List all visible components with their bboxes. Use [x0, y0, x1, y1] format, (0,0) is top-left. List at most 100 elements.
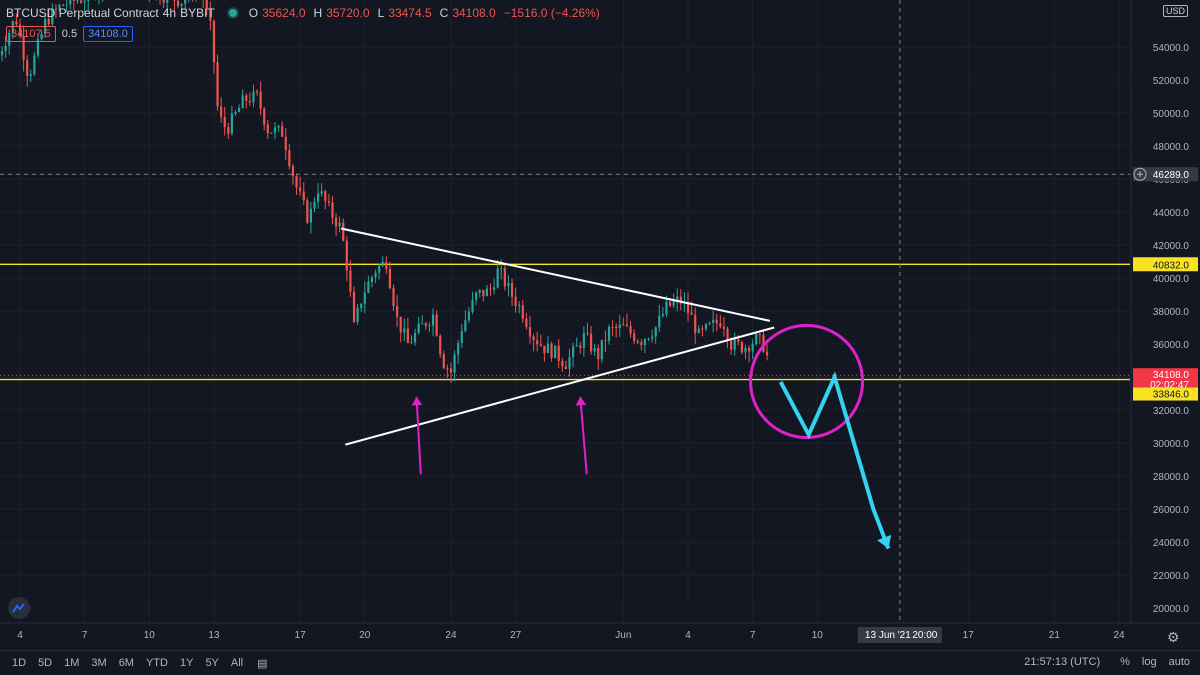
auto-toggle[interactable]: auto — [1168, 656, 1190, 668]
range-1y[interactable]: 1Y — [179, 657, 194, 669]
trendline — [345, 326, 775, 446]
range-6m[interactable]: 6M — [118, 657, 134, 669]
candle-body — [755, 333, 758, 344]
candle-body — [625, 324, 629, 326]
candle-body — [205, 0, 208, 10]
candle-body — [528, 326, 532, 337]
candle-body — [607, 326, 611, 341]
candle-body — [571, 346, 575, 358]
candle-body — [388, 268, 392, 289]
candle-body — [478, 289, 481, 293]
pink-arrow — [579, 396, 588, 475]
settings-gear-icon[interactable]: ⚙ — [1167, 629, 1180, 645]
price-chart[interactable]: 20000.0 22000.0 24000.0 26000.0 28000.0 30000… — [0, 0, 1200, 650]
time-axis[interactable]: 4 7 10 13 17 20 24 27 Jun 4 7 10 17 21 24 — [0, 622, 1200, 641]
candle-body — [730, 341, 733, 350]
candle-body — [399, 316, 402, 333]
candle-body — [65, 4, 68, 6]
utc-clock[interactable]: 21:57:13 (UTC) — [1024, 656, 1101, 668]
candle-body — [76, 0, 79, 2]
candle-body — [61, 4, 65, 6]
crosshair-price-label-bg — [1133, 167, 1198, 182]
candle-body — [8, 32, 11, 46]
candle-body — [306, 200, 309, 223]
candle-body — [252, 91, 255, 103]
buy-button[interactable]: 34108.0 — [83, 26, 133, 42]
candle-body — [575, 345, 578, 347]
y-tick-label: 38000.0 — [1153, 307, 1190, 318]
candle-body — [708, 323, 711, 325]
candle-body — [457, 342, 460, 355]
candle-body — [543, 345, 546, 354]
x-tick-label: 27 — [510, 630, 522, 641]
candle-body — [690, 312, 693, 315]
candle-body — [697, 328, 700, 333]
candle-body — [47, 18, 50, 25]
range-5y[interactable]: 5Y — [205, 657, 219, 669]
range-all[interactable]: All — [230, 657, 244, 669]
ohlc-open: 35624.0 — [262, 6, 306, 20]
candle-body — [69, 0, 72, 5]
candle-body — [510, 282, 514, 297]
y-tick-label: 40000.0 — [1153, 274, 1190, 285]
symbol-title[interactable]: BTCUSD Perpetual Contract — [6, 6, 159, 20]
crosshair-price-label: 46289.0 — [1153, 170, 1190, 181]
candle-body — [525, 318, 528, 327]
candle-body — [162, 0, 165, 3]
pink-arrow — [415, 396, 422, 475]
candle-body — [87, 0, 90, 1]
log-toggle[interactable]: log — [1141, 656, 1157, 668]
candle-body — [719, 323, 722, 327]
candle-body — [647, 338, 650, 340]
candle-body — [352, 291, 356, 323]
range-5d[interactable]: 5D — [38, 657, 53, 669]
candle-body — [263, 108, 266, 125]
range-3m[interactable]: 3M — [91, 657, 107, 669]
support-price-label: 33846.0 — [1153, 390, 1190, 401]
currency-badge[interactable]: USD — [1163, 5, 1189, 17]
candle-body — [633, 333, 636, 341]
candle-body — [611, 326, 614, 328]
candle-body — [176, 0, 180, 6]
x-tick-label: 7 — [750, 630, 756, 641]
candle-body — [496, 268, 499, 288]
crosshair-time-label: 20:00 — [912, 630, 937, 641]
candle-body — [360, 303, 363, 308]
y-tick-label: 54000.0 — [1153, 43, 1190, 54]
sell-button[interactable]: 34107.5 — [6, 26, 56, 42]
candle-body — [539, 344, 542, 346]
candle-body — [586, 333, 589, 335]
candle-body — [482, 289, 485, 297]
spread-value: 0.5 — [61, 28, 78, 40]
interval-label[interactable]: 4h — [162, 6, 177, 20]
candle-body — [489, 288, 492, 290]
candle-body — [615, 326, 618, 329]
candle-body — [550, 343, 553, 359]
logo-icon[interactable] — [8, 597, 30, 619]
candle-body — [593, 348, 596, 352]
trendline — [340, 227, 771, 322]
candle-body — [324, 191, 327, 202]
candle-body — [385, 261, 388, 269]
range-1m[interactable]: 1M — [64, 657, 80, 669]
candle-body — [403, 328, 406, 333]
x-tick-label: 20 — [359, 630, 371, 641]
projection-path — [778, 371, 891, 550]
y-tick-label: 22000.0 — [1153, 571, 1190, 582]
candle-body — [737, 338, 740, 342]
x-tick-label: 24 — [445, 630, 457, 641]
candle-body — [396, 306, 399, 317]
range-ytd[interactable]: YTD — [145, 657, 168, 669]
candle-body — [166, 0, 169, 3]
date-range-icon[interactable]: ▤ — [257, 657, 268, 670]
range-1d[interactable]: 1D — [12, 657, 27, 669]
percent-toggle[interactable]: % — [1120, 656, 1130, 668]
price-axis[interactable]: 20000.0 22000.0 24000.0 26000.0 28000.0 30000… — [1130, 0, 1190, 623]
y-tick-label: 26000.0 — [1153, 505, 1190, 516]
projection-arrow-head — [877, 534, 892, 549]
candle-body — [431, 314, 435, 326]
pink-arrow-head — [411, 396, 423, 406]
ohlc-close: 34108.0 — [452, 6, 496, 20]
horizontal-lines — [0, 263, 1130, 381]
